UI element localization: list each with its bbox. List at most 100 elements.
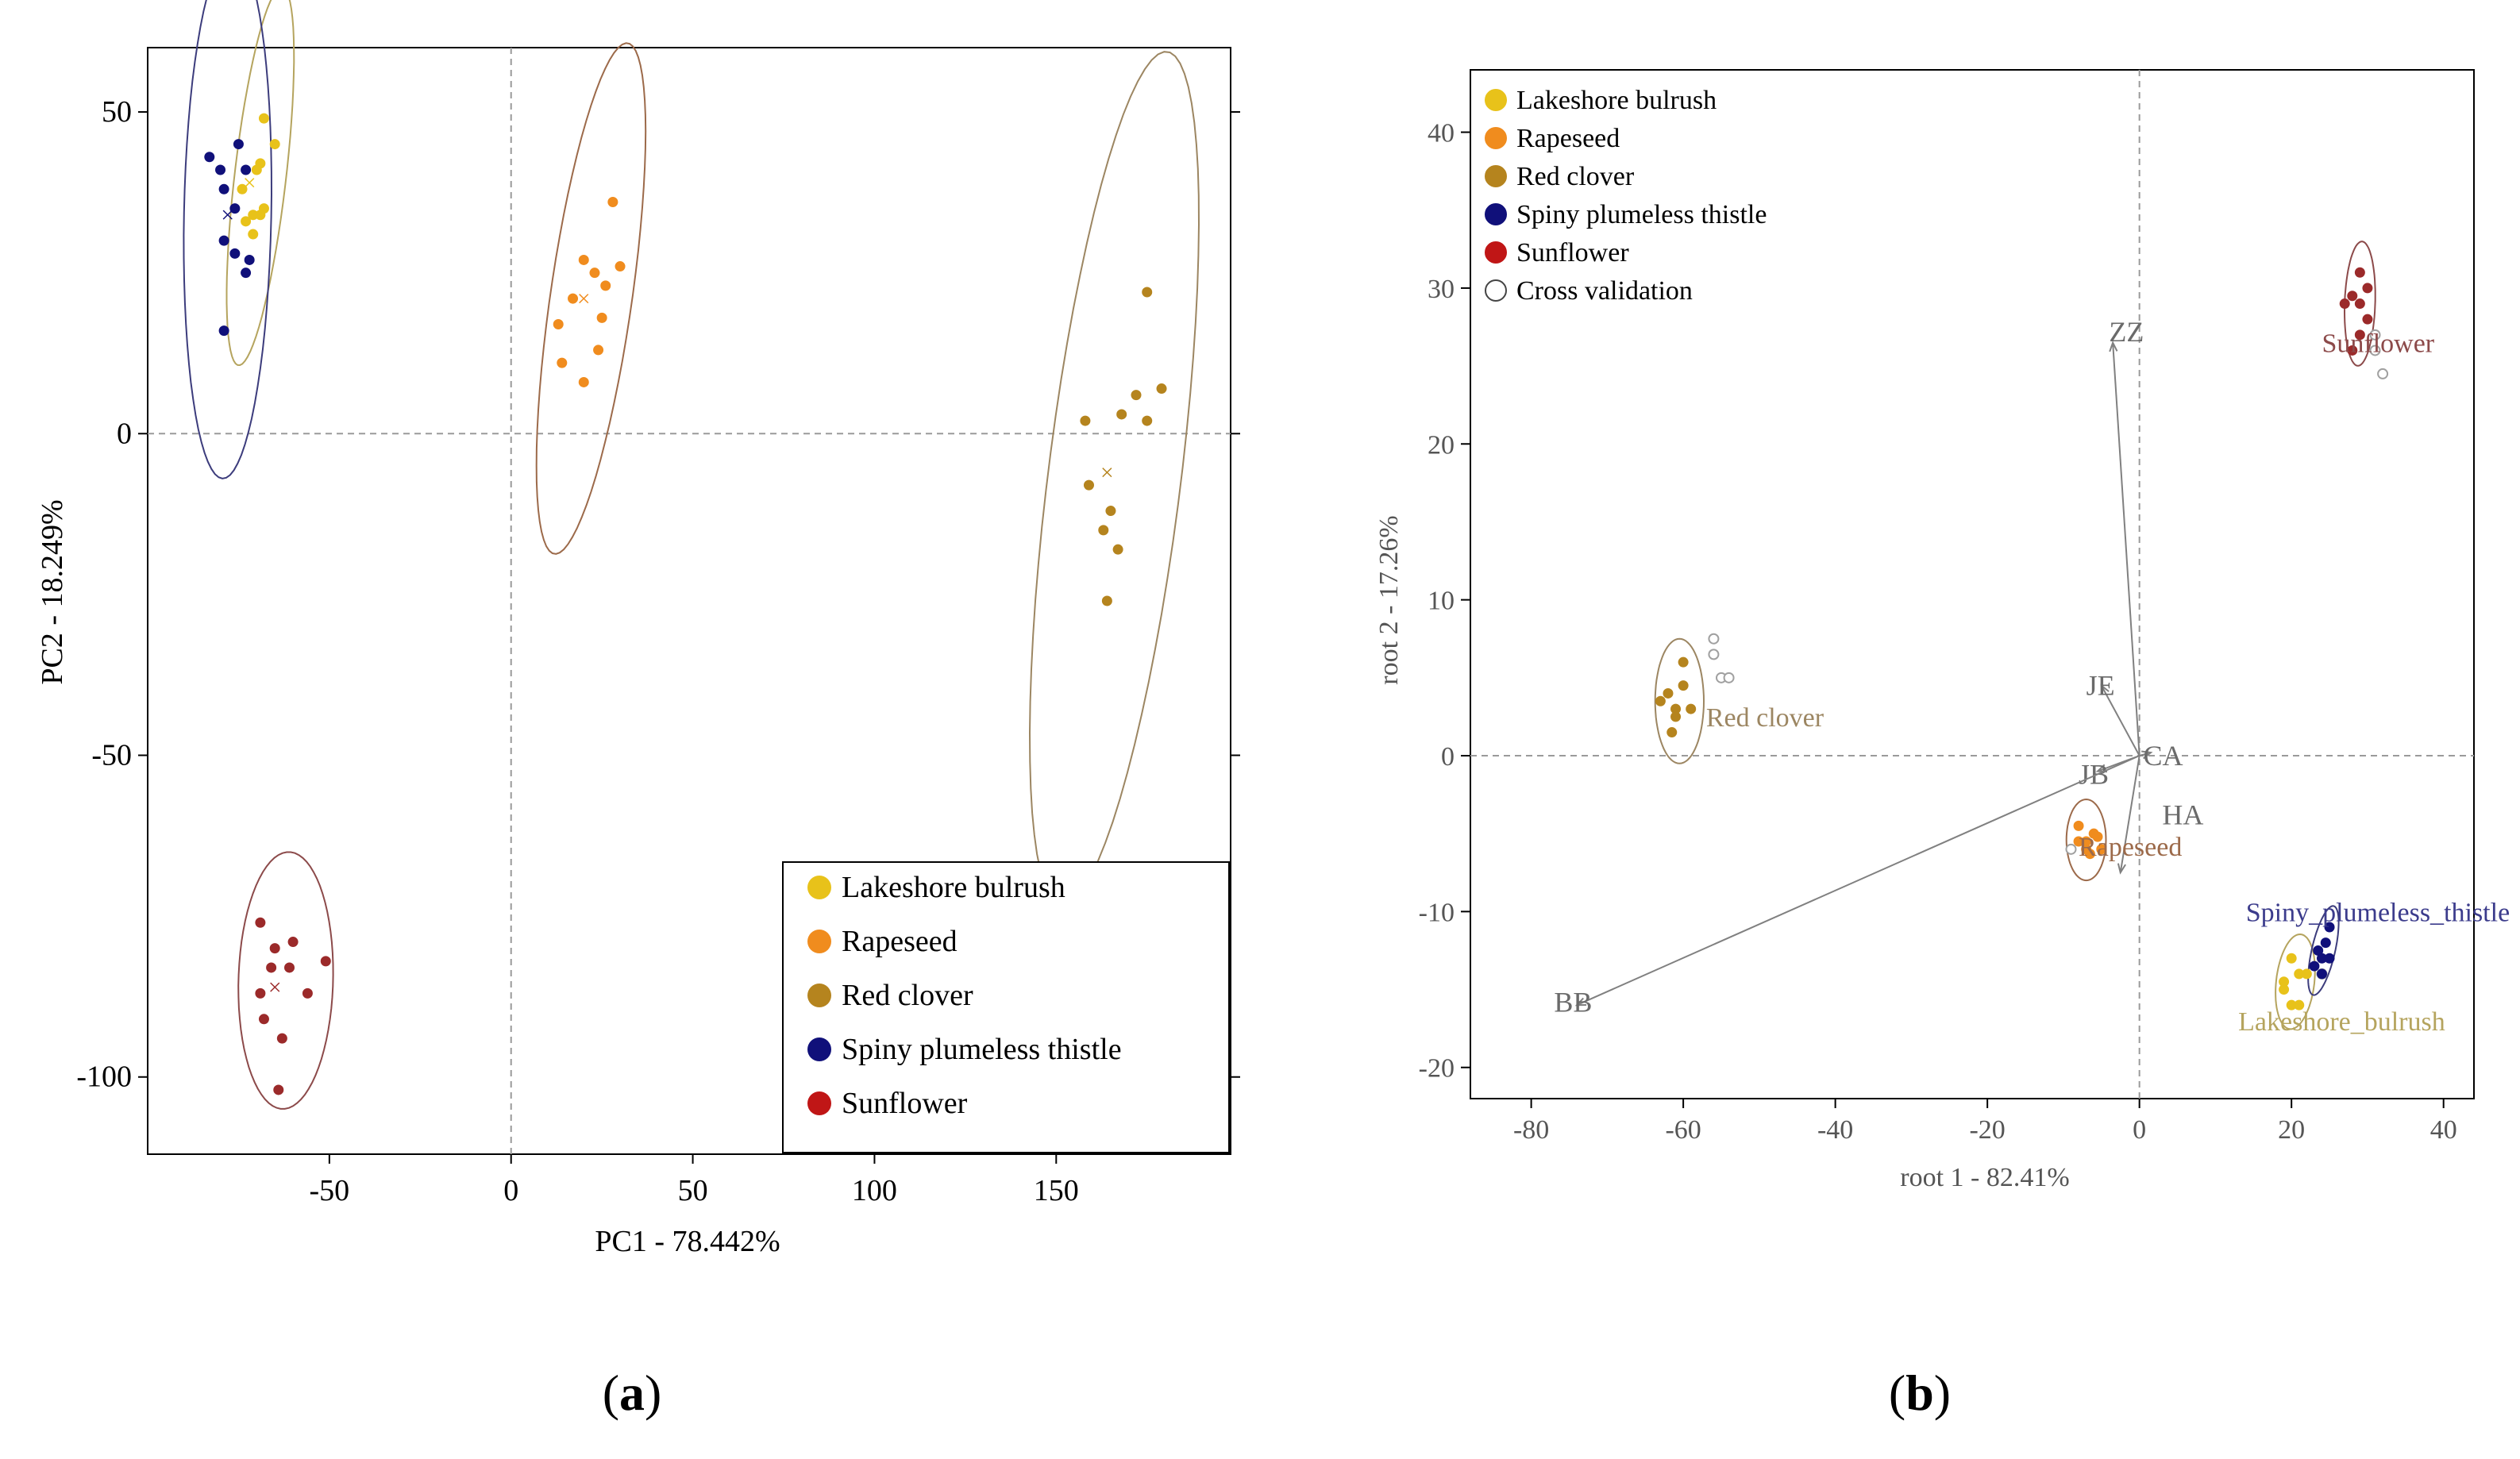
b-legend-marker-red-clover [1485,165,1507,187]
panel-a-legend: Lakeshore bulrush Rapeseed Red clover Spiny… [782,861,1230,1153]
panel-a-pca-plot: -50 0 50 100 150 50 0 -50 -100 × × × × × PC1 - 78.44… [36,0,1240,1258]
b-group-label-red-clover: Red clover [1706,703,1824,733]
b-point-rapeseed [2084,849,2095,860]
a-legend-label-spiny-plumeless-thistle: Spiny plumeless thistle [842,1033,1122,1066]
a-y-tick-label: 0 [117,417,132,450]
b-point-red-clover [1655,695,1666,706]
b-cv-point-red-clover [1723,672,1735,683]
b-legend-label-red-clover: Red clover [1516,162,1635,191]
panel-b-legend: Lakeshore bulrush Rapeseed Red clover Spiny… [1485,86,1767,306]
b-y-tick-label: -20 [1419,1054,1455,1084]
a-point-red-clover [1142,415,1153,426]
b-x-tick-label: -80 [1513,1115,1549,1145]
a-legend-label-lakeshore-bulrush: Lakeshore bulrush [842,871,1065,904]
b-point-lakeshore-bulrush [2294,999,2305,1011]
a-ellipse-sunflower [237,851,334,1110]
a-point-spiny-plumeless-thistle [229,248,241,259]
b-cv-point-red-clover [1708,633,1720,645]
a-ellipse-rapeseed [535,42,647,555]
a-point-spiny-plumeless-thistle [244,254,255,265]
b-y-tick-label: 20 [1428,430,1455,460]
panel-a-points [204,113,1167,1095]
b-legend-label-lakeshore-bulrush: Lakeshore bulrush [1516,86,1717,115]
a-point-red-clover [1116,409,1127,420]
a-y-tick-label: -50 [91,739,132,772]
a-x-tick-label: 50 [678,1174,708,1207]
b-point-sunflower [2362,283,2373,294]
a-ellipse-lakeshore-bulrush [225,0,295,367]
b-vector-arrowhead-je [2100,683,2110,695]
b-cv-point-red-clover [1708,649,1720,660]
a-legend-marker-rapeseed [807,930,831,953]
panel-b-frame [1470,69,2475,1099]
b-vector-ha [2119,755,2140,873]
a-point-lakeshore-bulrush [258,113,269,124]
b-vector-label-bb: BB [1554,986,1592,1018]
b-vector-label-je: JE [2087,670,2115,702]
panel-b-caption-letter: b [1905,1365,1934,1421]
panel-b-ellipses [1654,241,2376,1030]
a-point-lakeshore-bulrush [241,216,252,227]
a-x-tick-label: 100 [852,1174,897,1207]
panel-a-y-axis-label: PC2 - 18.249% [36,499,69,684]
a-point-rapeseed [557,357,568,368]
b-cv-point-sunflower [2369,329,2381,341]
a-legend-marker-spiny-plumeless-thistle [807,1037,831,1061]
b-point-spiny-plumeless-thistle [2309,960,2320,972]
a-point-sunflower [284,962,295,973]
a-point-red-clover [1083,479,1094,491]
panel-b-caption: (b) [1889,1365,1951,1421]
a-x-tick-label: -50 [310,1174,350,1207]
b-point-red-clover [1678,656,1689,668]
a-centroid-sunflower: × [268,974,282,1000]
b-point-spiny-plumeless-thistle [2324,953,2335,964]
b-vector-label-ha: HA [2162,799,2203,831]
b-x-tick-label: -20 [1969,1115,2005,1145]
a-legend-marker-sunflower [807,1091,831,1115]
a-legend-marker-lakeshore-bulrush [807,876,831,899]
b-cv-point-rapeseed [2065,843,2077,855]
b-point-rapeseed [2096,844,2107,855]
a-point-sunflower [266,962,277,973]
b-legend-marker-sunflower [1485,241,1507,264]
b-vector-bb [1576,755,2140,1007]
a-point-red-clover [1101,595,1112,606]
b-x-tick-label: 20 [2278,1115,2305,1145]
a-point-spiny-plumeless-thistle [204,152,215,163]
a-point-sunflower [276,1033,287,1044]
b-vector-label-zz: ZZ [2109,316,2144,348]
b-vector-arrowhead-ha [2117,863,2126,875]
panel-a-legend-box [782,861,1230,1153]
a-point-rapeseed [578,376,589,387]
a-ellipse-spiny-plumeless-thistle [183,0,273,479]
a-centroid-lakeshore-bulrush: × [243,170,256,196]
b-cv-point-sunflower [2369,345,2381,356]
a-point-rapeseed [600,280,611,291]
b-legend-marker-spiny-plumeless-thistle [1485,203,1507,225]
b-point-spiny-plumeless-thistle [2316,968,2327,980]
panel-a-ticks: -50 0 50 100 150 50 0 -50 -100 [76,95,1240,1207]
b-point-spiny-plumeless-thistle [2324,922,2335,933]
a-point-rapeseed [593,345,604,356]
b-group-label-sunflower: Sunflower [2322,329,2434,359]
b-group-label-rapeseed: Rapeseed [2079,833,2182,862]
b-y-tick-label: 10 [1428,587,1455,616]
a-point-sunflower [302,987,313,999]
b-point-red-clover [1667,727,1678,738]
a-point-spiny-plumeless-thistle [218,325,229,337]
b-vector-arrowhead-zz [2109,341,2118,352]
b-point-sunflower [2347,291,2358,302]
b-ellipse-rapeseed [2065,798,2107,882]
b-legend-marker-rapeseed [1485,127,1507,149]
a-point-sunflower [320,956,331,967]
a-point-sunflower [269,943,280,954]
b-ellipse-red-clover [1654,637,1705,764]
b-legend-label-spiny-plumeless-thistle: Spiny plumeless thistle [1516,200,1767,229]
a-point-lakeshore-bulrush [269,139,280,150]
b-point-rapeseed [2073,836,2084,847]
panel-a-caption: (a) [603,1365,662,1421]
a-point-red-clover [1131,390,1142,401]
b-point-spiny-plumeless-thistle [2320,937,2331,949]
panel-b-reference-lines [1470,70,2474,1099]
